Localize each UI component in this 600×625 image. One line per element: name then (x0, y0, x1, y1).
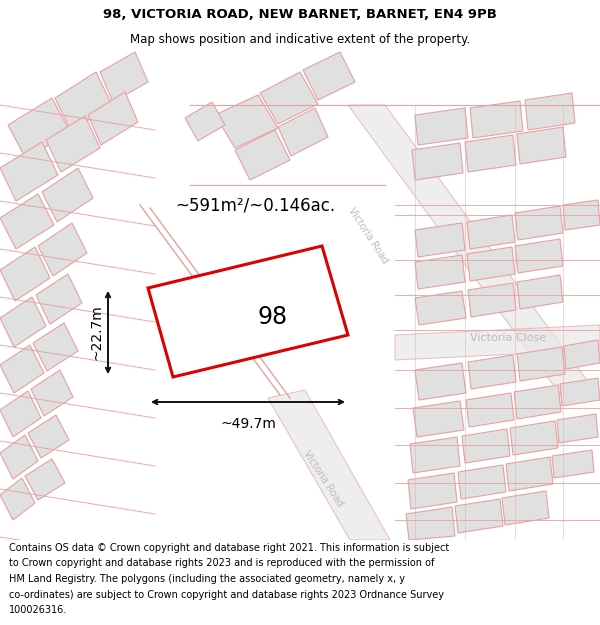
Text: co-ordinates) are subject to Crown copyright and database rights 2023 Ordnance S: co-ordinates) are subject to Crown copyr… (9, 590, 444, 600)
Text: ~591m²/~0.146ac.: ~591m²/~0.146ac. (175, 196, 335, 214)
Polygon shape (557, 414, 598, 443)
Text: ~49.7m: ~49.7m (220, 417, 276, 431)
Polygon shape (42, 168, 93, 222)
Polygon shape (38, 223, 87, 276)
Text: Map shows position and indicative extent of the property.: Map shows position and indicative extent… (130, 32, 470, 46)
Polygon shape (36, 274, 82, 324)
Polygon shape (100, 52, 148, 102)
Polygon shape (466, 393, 514, 427)
Polygon shape (517, 275, 563, 309)
Text: Victoria Close: Victoria Close (470, 333, 546, 343)
Text: Victoria Road: Victoria Road (346, 205, 390, 265)
Polygon shape (510, 421, 558, 455)
Polygon shape (0, 194, 54, 249)
Polygon shape (514, 385, 561, 419)
Polygon shape (31, 370, 73, 416)
Polygon shape (415, 363, 466, 400)
Polygon shape (28, 415, 69, 458)
Polygon shape (0, 391, 41, 437)
Polygon shape (235, 130, 290, 180)
Polygon shape (25, 459, 65, 500)
Polygon shape (564, 340, 600, 369)
Polygon shape (348, 105, 600, 398)
Polygon shape (415, 223, 465, 257)
Text: 100026316.: 100026316. (9, 606, 67, 616)
Polygon shape (0, 478, 35, 520)
Polygon shape (260, 72, 318, 124)
Polygon shape (303, 52, 355, 100)
Polygon shape (0, 297, 46, 347)
Polygon shape (525, 93, 575, 130)
Text: 98, VICTORIA ROAD, NEW BARNET, BARNET, EN4 9PB: 98, VICTORIA ROAD, NEW BARNET, BARNET, E… (103, 8, 497, 21)
Polygon shape (455, 499, 503, 533)
Polygon shape (395, 325, 600, 360)
Text: 98: 98 (257, 304, 288, 329)
Polygon shape (215, 95, 278, 148)
Polygon shape (185, 102, 225, 141)
Polygon shape (88, 92, 138, 145)
Polygon shape (46, 116, 100, 172)
Polygon shape (0, 247, 50, 301)
Polygon shape (278, 108, 328, 156)
Polygon shape (0, 435, 38, 479)
Polygon shape (506, 457, 553, 491)
Polygon shape (410, 437, 460, 473)
Polygon shape (408, 473, 457, 509)
Polygon shape (465, 135, 516, 172)
Polygon shape (515, 206, 563, 240)
Polygon shape (563, 200, 600, 230)
Polygon shape (515, 239, 563, 273)
Polygon shape (467, 247, 515, 281)
Polygon shape (517, 347, 565, 381)
Polygon shape (0, 142, 58, 201)
Polygon shape (268, 390, 390, 540)
Polygon shape (0, 345, 44, 393)
Text: Contains OS data © Crown copyright and database right 2021. This information is : Contains OS data © Crown copyright and d… (9, 542, 449, 552)
Text: to Crown copyright and database rights 2023 and is reproduced with the permissio: to Crown copyright and database rights 2… (9, 558, 434, 568)
Polygon shape (33, 323, 78, 371)
Polygon shape (468, 283, 516, 317)
Text: HM Land Registry. The polygons (including the associated geometry, namely x, y: HM Land Registry. The polygons (includin… (9, 574, 405, 584)
Polygon shape (406, 507, 455, 540)
Polygon shape (468, 355, 516, 389)
Polygon shape (412, 143, 463, 180)
Text: Victoria Road: Victoria Road (301, 448, 345, 508)
Polygon shape (415, 255, 465, 289)
Polygon shape (467, 215, 515, 249)
Polygon shape (458, 465, 506, 499)
Polygon shape (470, 101, 523, 138)
Polygon shape (415, 108, 468, 145)
Polygon shape (55, 72, 112, 131)
Polygon shape (413, 401, 464, 437)
Polygon shape (415, 291, 466, 325)
Polygon shape (517, 127, 566, 164)
Polygon shape (560, 378, 600, 406)
Text: ~22.7m: ~22.7m (89, 304, 103, 361)
Polygon shape (552, 450, 594, 478)
Polygon shape (462, 429, 510, 463)
Polygon shape (8, 98, 70, 159)
Polygon shape (502, 491, 549, 525)
Polygon shape (148, 246, 348, 377)
